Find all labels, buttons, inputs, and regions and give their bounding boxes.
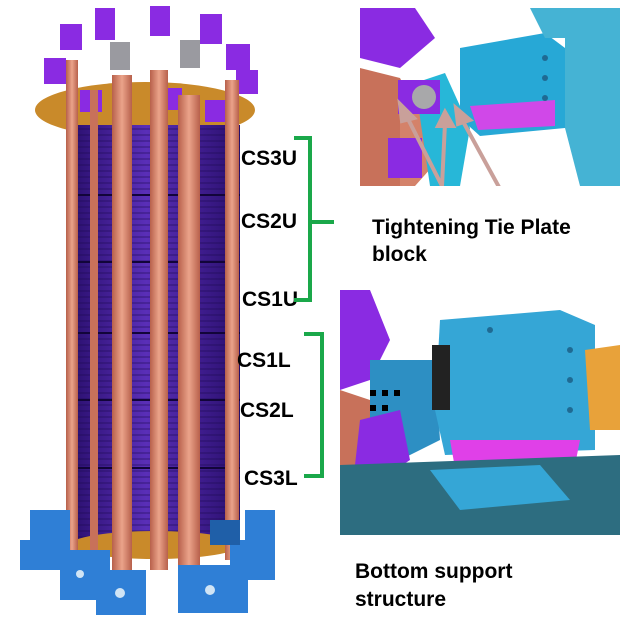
- tie-plate-detail-inset: [360, 8, 620, 186]
- coil-label-cs1l: CS1L: [237, 349, 291, 372]
- coil-label-cs3u: CS3U: [241, 147, 298, 170]
- tie-plate-caption-line-1: Tightening Tie Plate: [372, 216, 571, 239]
- bottom-support-feet: [20, 510, 275, 615]
- coil-label-cs1u: CS1U: [242, 288, 299, 311]
- lower-coil-bracket: [304, 332, 324, 478]
- pointer-arrows: [397, 98, 501, 186]
- coil-label-cs2l: CS2L: [240, 399, 294, 422]
- tie-plate-caption-line-2: block: [372, 243, 427, 266]
- bottom-support-detail-inset: [340, 290, 620, 535]
- upper-coil-bracket: [294, 136, 334, 302]
- coil-label-cs3l: CS3L: [244, 467, 298, 490]
- cs-assembly-drawing: [20, 6, 275, 615]
- tie-plates: [66, 60, 239, 570]
- coil-label-cs2u: CS2U: [241, 210, 298, 233]
- bottom-support-caption-line-2: structure: [355, 588, 447, 611]
- bottom-support-caption-line-1: Bottom support: [355, 560, 513, 583]
